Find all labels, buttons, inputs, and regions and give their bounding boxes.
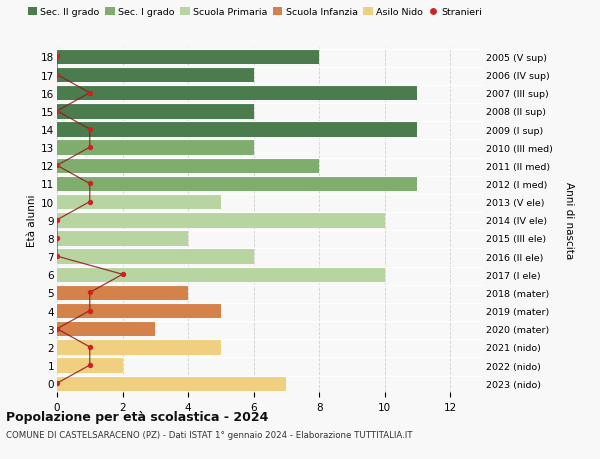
Bar	[57, 104, 254, 119]
Bar	[57, 303, 221, 319]
Point	[52, 325, 62, 333]
Bar	[57, 140, 254, 156]
Point	[85, 90, 95, 97]
Y-axis label: Anni di nascita: Anni di nascita	[564, 182, 574, 259]
Text: Popolazione per età scolastica - 2024: Popolazione per età scolastica - 2024	[6, 410, 268, 423]
Bar	[57, 358, 122, 373]
Point	[85, 307, 95, 314]
Bar	[57, 67, 254, 83]
Point	[85, 343, 95, 351]
Bar	[57, 267, 385, 282]
Point	[52, 54, 62, 61]
Bar	[57, 176, 418, 192]
Bar	[57, 158, 319, 174]
Point	[52, 235, 62, 242]
Bar	[57, 321, 155, 337]
Legend: Sec. II grado, Sec. I grado, Scuola Primaria, Scuola Infanzia, Asilo Nido, Stran: Sec. II grado, Sec. I grado, Scuola Prim…	[28, 8, 482, 17]
Bar	[57, 231, 188, 246]
Point	[52, 72, 62, 79]
Point	[85, 289, 95, 297]
Bar	[57, 86, 418, 101]
Point	[52, 162, 62, 170]
Bar	[57, 122, 418, 137]
Bar	[57, 195, 221, 210]
Bar	[57, 213, 385, 228]
Point	[52, 253, 62, 260]
Point	[85, 144, 95, 151]
Point	[52, 108, 62, 115]
Point	[85, 362, 95, 369]
Bar	[57, 285, 188, 301]
Point	[118, 271, 127, 278]
Text: COMUNE DI CASTELSARACENO (PZ) - Dati ISTAT 1° gennaio 2024 - Elaborazione TUTTIT: COMUNE DI CASTELSARACENO (PZ) - Dati IST…	[6, 430, 413, 439]
Point	[52, 380, 62, 387]
Point	[85, 126, 95, 134]
Point	[85, 180, 95, 188]
Point	[52, 217, 62, 224]
Bar	[57, 50, 319, 65]
Bar	[57, 249, 254, 264]
Y-axis label: Età alunni: Età alunni	[27, 194, 37, 246]
Bar	[57, 375, 286, 391]
Bar	[57, 340, 221, 355]
Point	[85, 199, 95, 206]
